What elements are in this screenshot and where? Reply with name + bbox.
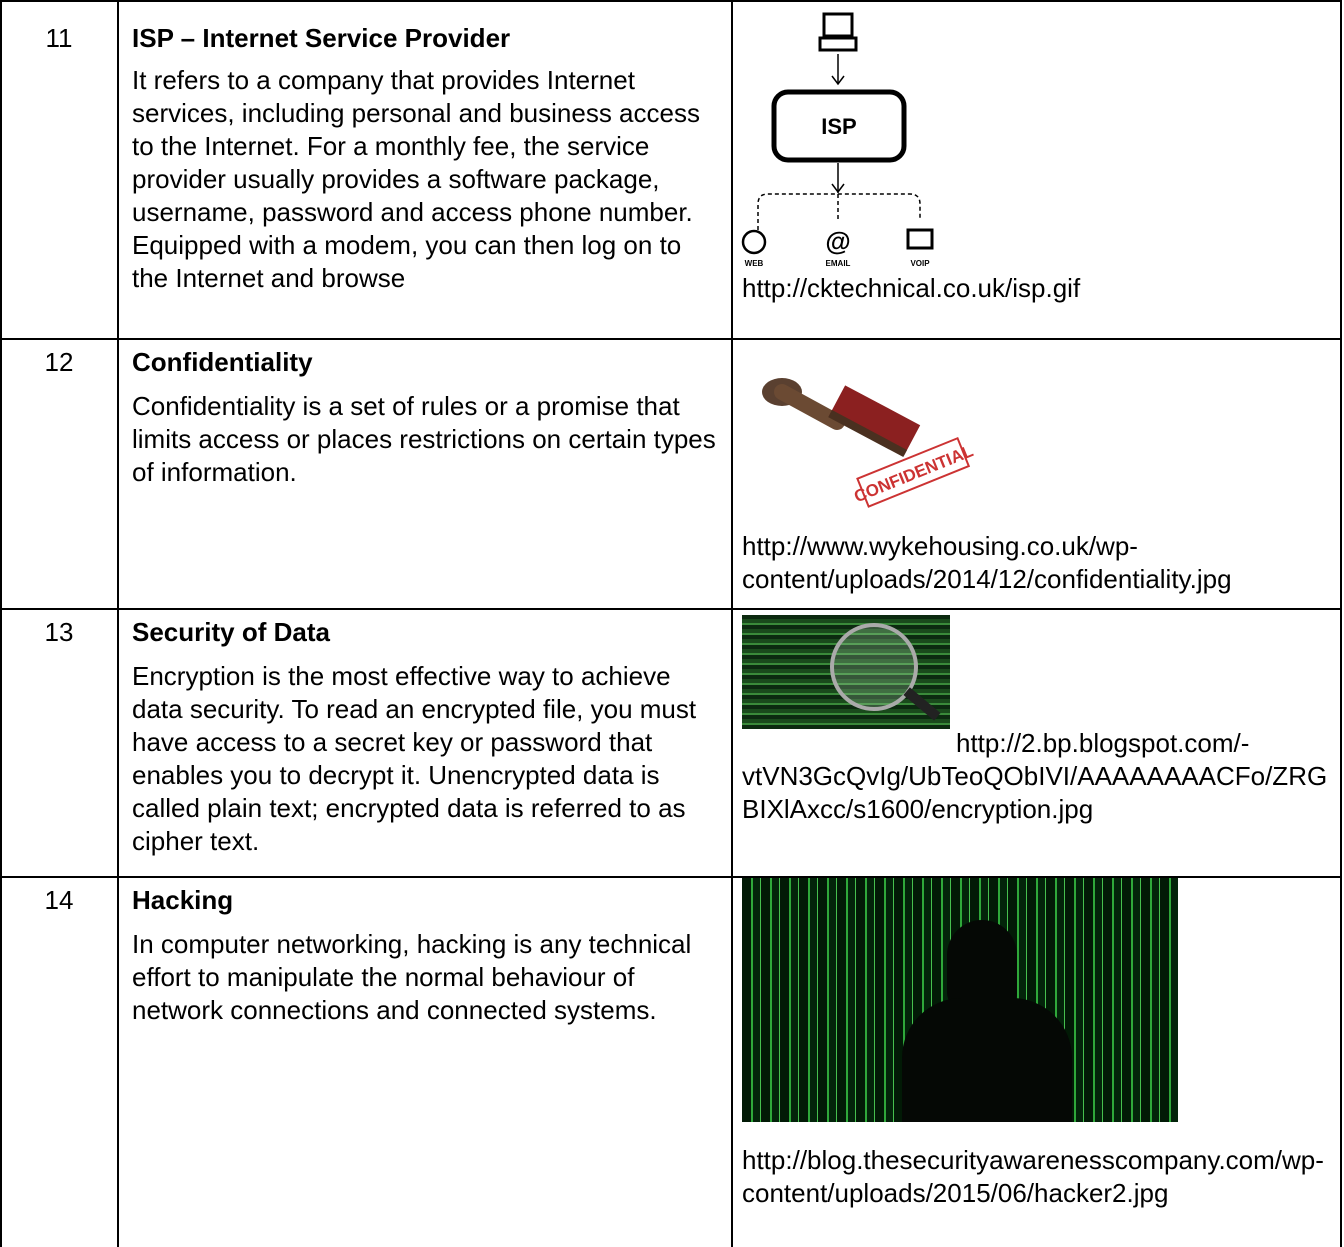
image-caption: http://2.bp.blogspot.com/-vtVN3GcQvIg/Ub… — [742, 728, 1328, 824]
border — [0, 876, 1342, 878]
term: Hacking — [132, 885, 234, 915]
row-number: 12 — [44, 347, 74, 377]
diagram-label: ISP — [821, 114, 856, 139]
description: In computer networking, hacking is any t… — [132, 929, 692, 1025]
border — [117, 0, 119, 1247]
icon-label: VOIP — [910, 259, 930, 268]
description: It refers to a company that provides Int… — [132, 65, 700, 293]
image-caption: http://blog.thesecurityawarenesscompany.… — [742, 1145, 1324, 1208]
border — [1340, 0, 1342, 1247]
border — [0, 0, 2, 1247]
term: Confidentiality — [132, 347, 313, 377]
row-number: 14 — [44, 885, 74, 915]
confidential-image: CONFIDENTIAL — [762, 378, 976, 508]
icon-label: WEB — [745, 259, 764, 268]
icon-label: EMAIL — [826, 259, 851, 268]
encryption-image — [742, 615, 950, 729]
image-caption: http://cktechnical.co.uk/isp.gif — [742, 273, 1081, 303]
description: Confidentiality is a set of rules or a p… — [132, 391, 716, 487]
border — [0, 338, 1342, 340]
row-number: 11 — [45, 23, 73, 53]
term: ISP – Internet Service Provider — [132, 23, 511, 53]
term: Security of Data — [132, 617, 330, 647]
row-number: 13 — [44, 617, 74, 647]
hacker-image — [742, 878, 1178, 1122]
border — [731, 0, 733, 1247]
svg-text:@: @ — [825, 226, 850, 256]
description: Encryption is the most effective way to … — [132, 661, 697, 856]
image-caption: http://www.wykehousing.co.uk/wp-content/… — [742, 531, 1232, 594]
border — [0, 608, 1342, 610]
border — [0, 0, 1342, 2]
isp-diagram: ISP @ WEB EMAIL VOIP — [741, 12, 934, 268]
